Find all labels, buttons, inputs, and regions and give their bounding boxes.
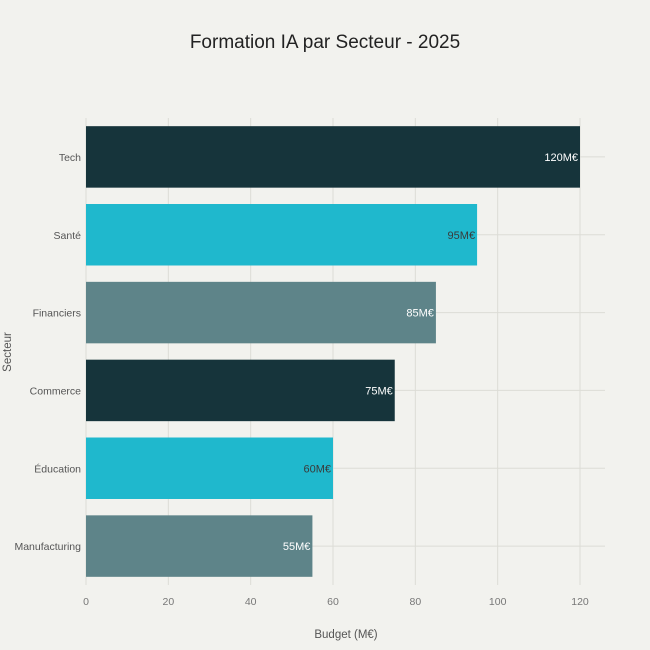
- category-label: Santé: [54, 230, 82, 242]
- bars-group: [86, 126, 580, 577]
- data-label: 60M€: [303, 463, 331, 475]
- data-label: 120M€: [544, 152, 578, 164]
- x-tick-label: 60: [327, 596, 339, 608]
- category-label: Tech: [59, 152, 81, 164]
- bar-commerce: [86, 359, 395, 422]
- x-tick-labels: 0 20 40 60 80 100 120: [83, 596, 589, 608]
- x-tick-label: 100: [489, 596, 507, 608]
- y-axis-title: Secteur: [2, 332, 14, 372]
- x-tick-label: 120: [571, 596, 589, 608]
- data-label: 55M€: [283, 541, 311, 553]
- data-labels: 120M€ 95M€ 85M€ 75M€ 60M€ 55M€: [283, 152, 578, 553]
- bar-financiers: [86, 281, 436, 344]
- data-label: 75M€: [365, 385, 393, 397]
- bar-santé: [86, 204, 478, 266]
- category-label: Financiers: [33, 308, 81, 320]
- x-tick-label: 80: [409, 596, 421, 608]
- bar-tech: [86, 126, 580, 188]
- data-label: 95M€: [448, 230, 476, 242]
- x-tick-label: 20: [162, 596, 174, 608]
- x-tick-label: 40: [245, 596, 257, 608]
- bar-manufacturing: [86, 515, 313, 577]
- category-label: Éducation: [34, 462, 81, 475]
- bar-éducation: [86, 437, 333, 499]
- x-axis-title: Budget (M€): [314, 629, 377, 641]
- x-tick-label: 0: [83, 596, 89, 608]
- chart-title: Formation IA par Secteur - 2025: [190, 32, 460, 53]
- category-labels: Tech Santé Financiers Commerce Éducation Manu…: [14, 152, 81, 553]
- gridlines: [85, 118, 605, 585]
- category-label: Commerce: [30, 385, 82, 397]
- data-label: 85M€: [406, 308, 434, 320]
- category-label: Manufacturing: [14, 541, 81, 553]
